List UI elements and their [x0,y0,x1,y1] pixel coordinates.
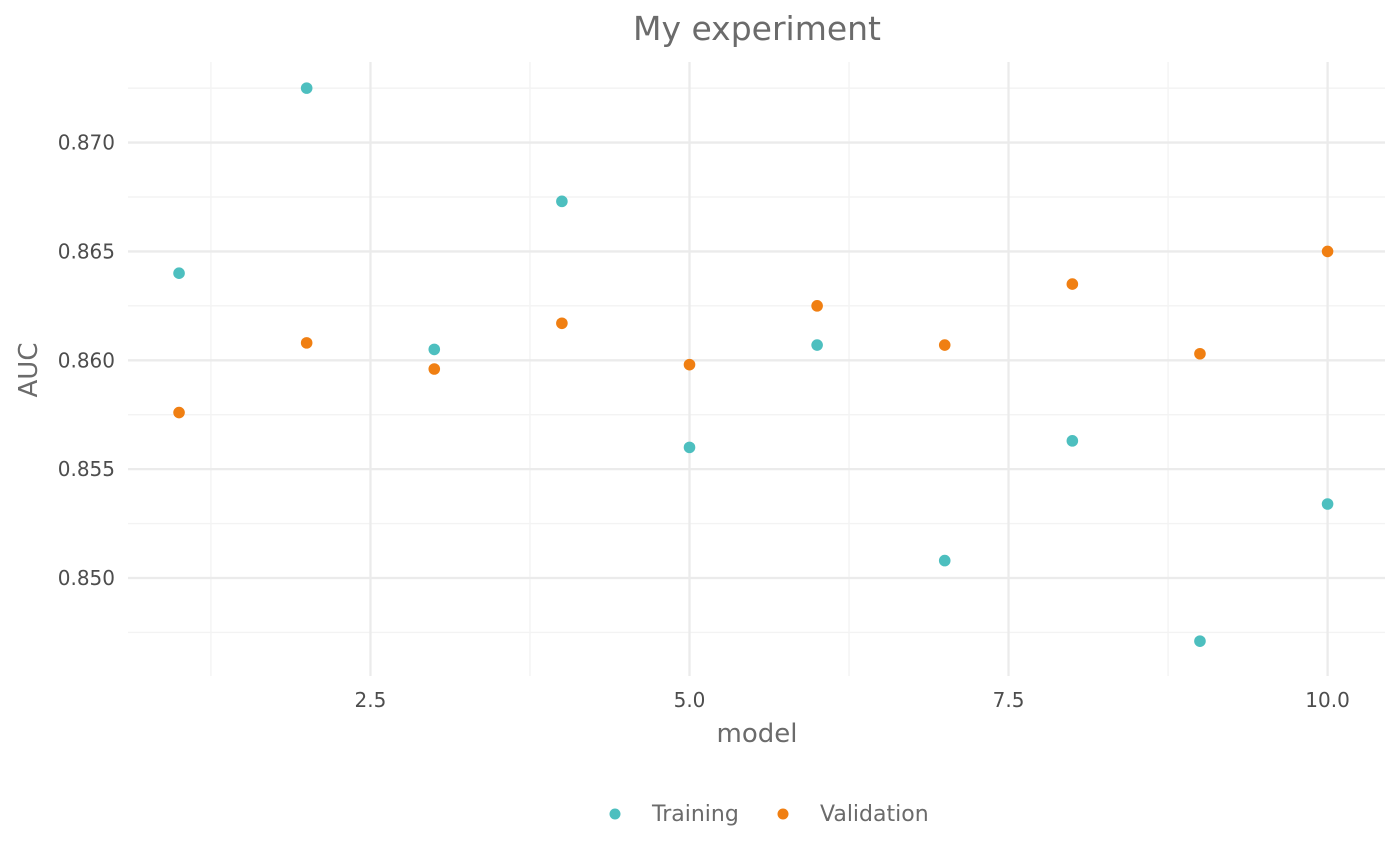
point-validation [428,363,441,375]
legend-marker-training [609,808,621,820]
point-training [556,195,568,208]
y-tick-label: 0.860 [58,348,115,372]
point-training [811,339,823,351]
y-axis-title: AUC [14,343,44,398]
point-validation [173,406,185,419]
axis-ticks: 0.850 0.855 0.860 0.865 0.870 2.5 5.0 7.5 10.0 [58,131,1350,712]
legend-label-validation: Validation [820,802,929,827]
legend-label-training: Training [651,802,739,827]
point-training [1066,435,1079,447]
point-validation [811,300,823,312]
point-training [428,343,441,356]
y-tick-label: 0.865 [58,239,115,263]
point-training [683,441,696,454]
x-tick-label: 7.5 [993,688,1025,712]
legend: Training Validation [609,802,929,827]
point-validation [1194,347,1206,360]
y-tick-label: 0.870 [58,131,115,155]
legend-marker-validation [777,808,789,820]
x-tick-label: 5.0 [674,688,706,712]
point-training [1194,635,1206,647]
point-validation [683,358,696,371]
x-tick-label: 2.5 [355,688,387,712]
point-validation [1066,278,1079,290]
point-training [173,267,185,279]
point-validation [300,337,313,349]
y-tick-label: 0.850 [58,566,115,590]
grid-lines [128,62,1385,676]
point-training [300,82,313,94]
y-tick-label: 0.855 [58,457,115,481]
data-points [173,82,1334,647]
x-axis-title: model [717,719,798,749]
point-training [938,554,951,567]
chart-title: My experiment [633,9,881,48]
point-validation [1321,245,1334,258]
point-training [1321,498,1334,510]
point-validation [556,317,568,330]
x-tick-label: 10.0 [1305,688,1350,712]
point-validation [938,339,951,351]
